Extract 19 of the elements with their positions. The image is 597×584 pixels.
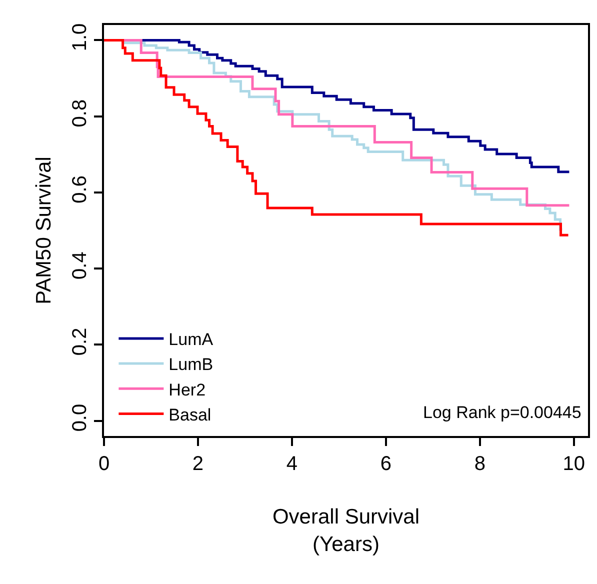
y-tick-label: 0.4 [69,252,91,280]
y-tick-label: 0.2 [69,328,91,356]
legend-label: Her2 [168,380,206,400]
y-tick-label: 0.6 [69,176,91,204]
x-tick-label: 0 [98,453,110,475]
annotation: Log Rank p=0.00445 [423,403,582,422]
y-tick-label: 0.0 [69,404,91,432]
x-tick-label: 8 [474,453,486,475]
y-tick-label: 1.0 [69,23,91,52]
x-tick-label: 4 [286,453,298,475]
x-tick-label: 6 [380,453,392,475]
y-tick-label: 0.8 [69,99,91,128]
x-axis-title: Overall Survival (Years) [272,506,420,556]
x-tick-label: 10 [562,453,586,475]
x-tick-label: 2 [192,453,204,475]
legend-label: LumB [168,355,214,374]
y-axis-title: PAM50 Survival [32,156,56,304]
legend-label: LumA [168,330,214,350]
legend-label: Basal [168,405,212,424]
